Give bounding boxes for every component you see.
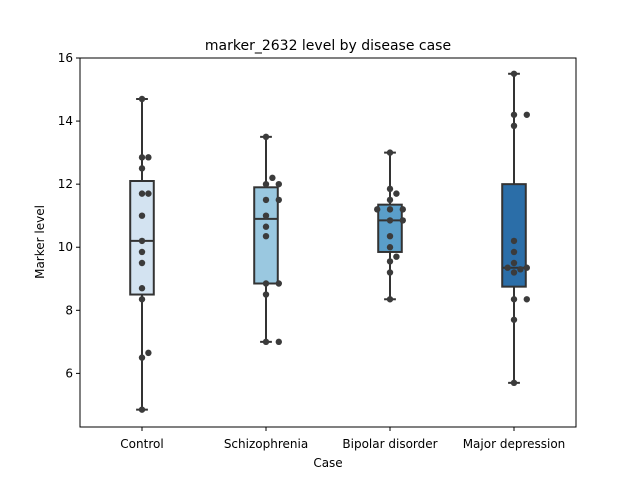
data-point — [138, 285, 146, 292]
plot-frame — [79, 57, 577, 428]
x-tick-label: Schizophrenia — [224, 437, 308, 451]
data-point — [523, 111, 530, 118]
data-point — [386, 244, 394, 251]
data-point — [269, 174, 276, 182]
box-group-3 — [501, 70, 530, 387]
data-point — [138, 165, 146, 172]
data-point — [393, 253, 400, 260]
data-point — [523, 296, 530, 303]
data-point — [262, 133, 270, 141]
box-group-1 — [253, 133, 282, 346]
chart-title: marker_2632 level by disease case — [205, 38, 451, 54]
data-point — [138, 296, 146, 303]
box-iqr — [501, 183, 527, 288]
data-point — [510, 259, 518, 267]
data-point — [374, 206, 381, 213]
x-tick-label: Control — [120, 437, 163, 451]
data-point — [145, 154, 152, 161]
data-point — [262, 180, 270, 188]
data-point — [399, 217, 406, 224]
data-point — [275, 280, 282, 287]
data-point — [262, 223, 270, 230]
box-group-0 — [129, 95, 155, 413]
y-tick-label: 12 — [58, 177, 73, 191]
data-point — [138, 354, 146, 361]
data-point — [138, 190, 146, 197]
y-tick-label: 6 — [65, 366, 73, 380]
data-point — [386, 232, 394, 240]
data-point — [510, 269, 518, 276]
data-point — [517, 266, 524, 273]
data-point — [275, 338, 282, 346]
data-point — [504, 264, 511, 271]
plot-area — [129, 70, 530, 413]
data-point — [262, 212, 270, 219]
data-point — [138, 212, 146, 219]
data-point — [275, 196, 282, 204]
data-point — [138, 406, 146, 413]
data-point — [510, 70, 518, 77]
y-tick-label: 10 — [58, 240, 73, 254]
data-point — [510, 316, 518, 323]
y-axis-label: Marker level — [33, 205, 47, 279]
data-point — [393, 190, 400, 197]
data-point — [138, 259, 146, 267]
data-point — [145, 190, 152, 197]
data-point — [510, 111, 518, 118]
data-point — [386, 258, 394, 265]
data-point — [262, 196, 270, 204]
box-group-2 — [374, 149, 406, 303]
y-tick-label: 14 — [58, 114, 73, 128]
y-axis: 6 8 10 12 14 16 — [58, 51, 80, 380]
data-point — [138, 154, 146, 161]
data-point — [510, 248, 518, 256]
y-tick-label: 16 — [58, 51, 73, 65]
data-point — [510, 379, 518, 387]
y-tick-label: 8 — [65, 303, 73, 317]
data-point — [138, 237, 146, 245]
data-point — [510, 296, 518, 303]
data-point — [386, 196, 394, 204]
data-point — [523, 264, 530, 271]
data-point — [510, 122, 518, 130]
data-point — [386, 206, 394, 213]
data-point — [262, 280, 270, 287]
data-point — [145, 349, 152, 357]
data-point — [510, 237, 518, 245]
data-point — [386, 296, 394, 303]
data-point — [262, 291, 270, 298]
data-point — [262, 338, 270, 346]
box-iqr — [377, 203, 403, 253]
data-point — [386, 185, 394, 193]
data-point — [138, 95, 146, 103]
data-point — [275, 180, 282, 188]
x-axis: Control Schizophrenia Bipolar disorder Majo… — [120, 427, 565, 451]
data-point — [138, 248, 146, 256]
data-point — [386, 149, 394, 156]
x-tick-label: Bipolar disorder — [342, 437, 437, 451]
x-axis-label: Case — [313, 456, 342, 470]
data-point — [262, 232, 270, 240]
x-tick-label: Major depression — [463, 437, 566, 451]
data-point — [386, 217, 394, 224]
data-point — [399, 206, 406, 213]
data-point — [386, 269, 394, 276]
